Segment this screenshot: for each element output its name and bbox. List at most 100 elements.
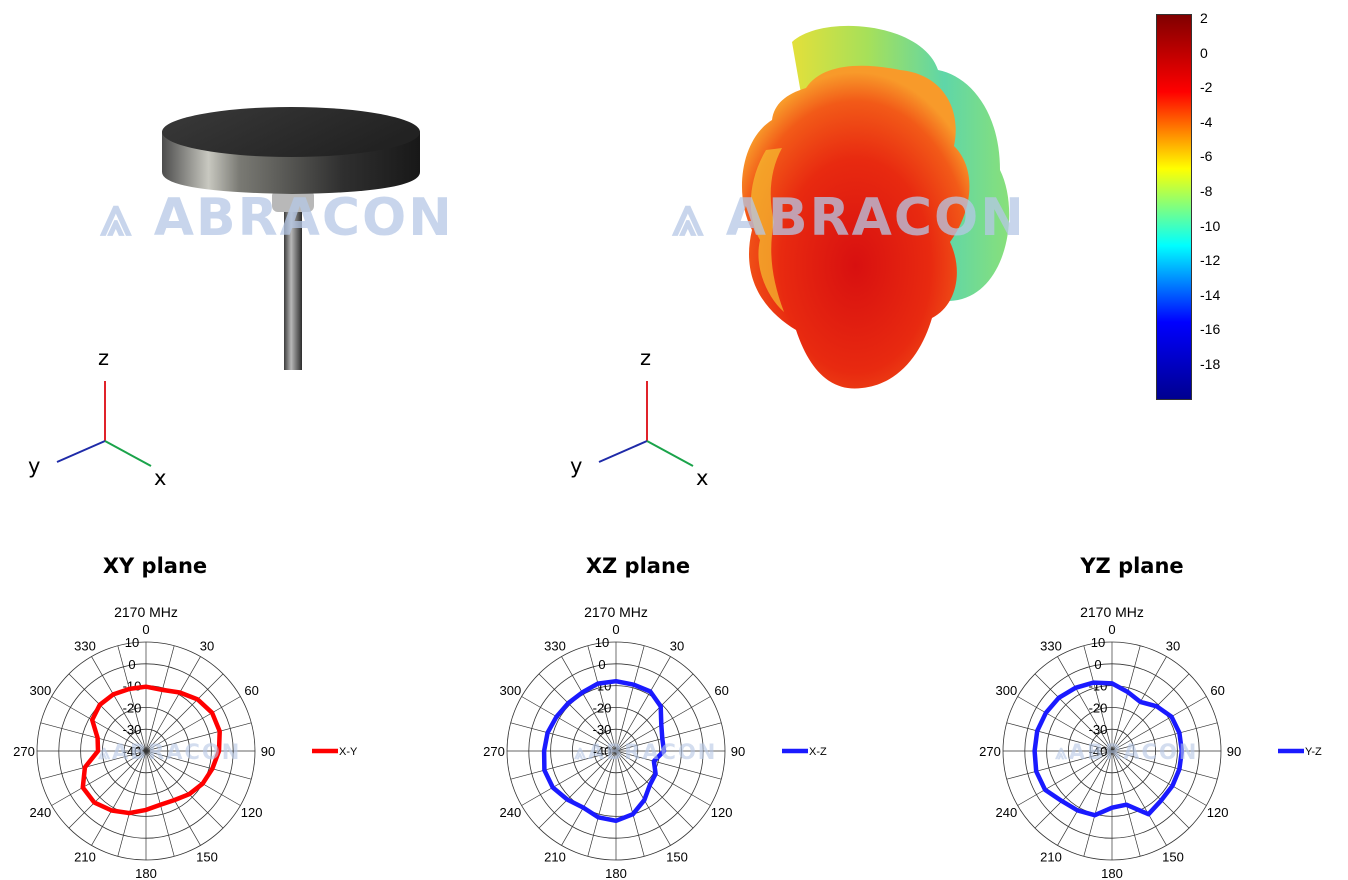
angle-tick-label: 330 [74, 638, 96, 653]
legend-label: X-Y [339, 746, 358, 758]
angle-tick-label: 60 [1210, 683, 1224, 698]
grid-spoke [145, 722, 252, 752]
angle-tick-label: 240 [499, 805, 521, 820]
grid-spoke [1006, 750, 1113, 780]
angle-tick-label: 90 [261, 744, 275, 759]
grid-spoke [521, 696, 617, 752]
grid-spoke [1111, 722, 1218, 752]
radiation-blob-edge [750, 148, 784, 312]
grid-spoke [521, 750, 617, 806]
radial-tick-label: -30 [1089, 722, 1108, 737]
colorbar-tick-label: 2 [1200, 10, 1208, 26]
grid-spoke [1111, 696, 1207, 752]
legend-label: X-Z [809, 746, 827, 758]
colorbar-tick-label: 0 [1200, 44, 1208, 61]
grid-spoke [1057, 750, 1113, 846]
angle-tick-label: 150 [666, 850, 688, 865]
grid-spoke [615, 750, 645, 857]
angle-tick-label: 30 [1166, 638, 1180, 653]
xz-polar-chart: 2170 MHz 0 30 60 90 120 150 180 210 240 270 300 330 1… [483, 604, 827, 880]
antenna-disk-top [162, 107, 420, 157]
angle-tick-label: 210 [1040, 850, 1062, 865]
grid-spoke [145, 645, 175, 752]
yz-polar-chart: 2170 MHz 0 30 60 90 120 150 180 210 240 270 300 330 1… [979, 604, 1322, 880]
colorbar-tick-label: -10 [1200, 217, 1221, 234]
series-line-x-z [541, 678, 667, 824]
grid-spoke [145, 696, 241, 752]
angle-tick-label: 120 [241, 805, 263, 820]
z-axis-label-2: z [640, 346, 652, 370]
grid-spoke [1083, 645, 1113, 752]
watermark-logo-4: ⩓ABRACON [574, 740, 718, 764]
angle-tick-label: 180 [1101, 866, 1123, 880]
y-axis-line-2 [598, 440, 648, 463]
angle-tick-label: 120 [1207, 805, 1229, 820]
angle-tick-label: 270 [483, 744, 505, 759]
grid-spoke [587, 645, 617, 752]
grid-spoke [538, 750, 617, 829]
grid-spoke [1034, 673, 1113, 752]
watermark-logo-2: ⩓ ABRACON [672, 184, 1026, 249]
x-axis-line-2 [646, 440, 694, 467]
radial-tick-label: -20 [123, 700, 142, 715]
angle-tick-label: 300 [29, 683, 51, 698]
y-axis-line [56, 440, 106, 463]
grid-spoke [1057, 656, 1113, 752]
grid-spoke [1034, 750, 1113, 829]
series-line-x-y [80, 684, 222, 816]
grid-spoke [615, 750, 722, 780]
angle-tick-label: 270 [979, 744, 1001, 759]
grid-spoke [1006, 722, 1113, 752]
antenna-connector [272, 190, 314, 212]
grid-spoke [615, 645, 645, 752]
radiation-3d-view [598, 25, 1010, 467]
grid-spoke [145, 750, 241, 806]
grid-spoke [91, 750, 147, 846]
grid-spoke [40, 750, 147, 780]
colorbar-tick-label: -12 [1200, 252, 1221, 269]
grid-spoke [538, 673, 617, 752]
radial-tick-label: 10 [125, 635, 139, 650]
chart-subtitle: 2170 MHz [114, 604, 178, 620]
grid-spoke [1111, 750, 1218, 780]
angle-tick-label: 240 [995, 805, 1017, 820]
grid-spoke [1111, 673, 1190, 752]
angle-tick-label: 270 [13, 744, 35, 759]
y-axis-label-2: y [570, 454, 583, 478]
watermark-logo-5: ⩓ABRACON [1055, 740, 1199, 764]
colorbar-tick-label: -6 [1200, 148, 1213, 165]
grid-spoke [615, 750, 711, 806]
grid-spoke [561, 656, 617, 752]
xy-plane-title: XY plane [102, 554, 208, 578]
angle-tick-label: 150 [1162, 850, 1184, 865]
watermark-logo-1: ⩓ ABRACON [100, 184, 454, 249]
angle-tick-label: 30 [200, 638, 214, 653]
z-axis-label: z [98, 346, 110, 370]
angle-tick-label: 210 [74, 850, 96, 865]
antenna-3d-view [56, 107, 420, 467]
grid-spoke [1017, 750, 1113, 806]
angle-tick-label: 180 [605, 866, 627, 880]
grid-spoke [615, 656, 671, 752]
grid-spoke [40, 722, 147, 752]
colorbar-tick-label: -4 [1200, 113, 1213, 130]
angle-tick-label: 180 [135, 866, 157, 880]
angle-tick-label: 330 [1040, 638, 1062, 653]
angle-tick-label: 240 [29, 805, 51, 820]
angle-tick-label: 0 [612, 622, 619, 637]
angle-tick-label: 90 [1227, 744, 1241, 759]
angle-tick-label: 210 [544, 850, 566, 865]
grid-spoke [587, 750, 617, 857]
radial-tick-label: 0 [1094, 657, 1101, 672]
watermark-logo-3: ⩓ABRACON [98, 740, 242, 764]
angle-tick-label: 0 [142, 622, 149, 637]
radial-tick-label: 10 [1091, 635, 1105, 650]
colorbar-tick-label: -2 [1200, 79, 1213, 96]
chart-subtitle: 2170 MHz [584, 604, 648, 620]
colorbar-tick-label: -16 [1200, 321, 1221, 338]
grid-spoke [1111, 750, 1207, 806]
grid-spoke [51, 750, 147, 806]
x-axis-line [104, 440, 152, 467]
grid-spoke [561, 750, 617, 846]
angle-tick-label: 150 [196, 850, 218, 865]
